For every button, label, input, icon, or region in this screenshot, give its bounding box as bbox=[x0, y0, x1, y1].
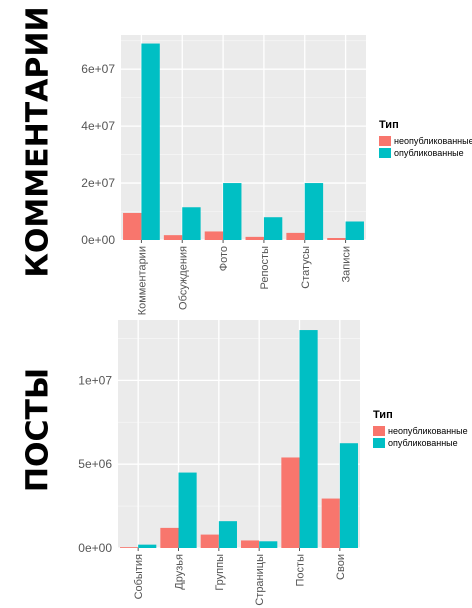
bar-published bbox=[223, 183, 242, 240]
plot-panel bbox=[118, 320, 360, 548]
legend-label: неопубликованные bbox=[394, 136, 472, 146]
x-tick-label: Статусы bbox=[300, 246, 312, 289]
x-tick-label: Записи bbox=[341, 246, 353, 283]
legend-key-unpublished bbox=[373, 426, 385, 436]
x-tick-label: Страницы bbox=[254, 554, 266, 606]
bar-published bbox=[339, 443, 358, 548]
bar-unpublished bbox=[286, 232, 305, 240]
bar-published bbox=[299, 330, 318, 548]
legend: Тип неопубликованные опубликованные bbox=[373, 409, 468, 448]
bar-published bbox=[263, 217, 283, 240]
bar-unpublished bbox=[123, 212, 142, 240]
bar-unpublished bbox=[160, 527, 179, 548]
bar-unpublished bbox=[120, 547, 139, 548]
legend-key-published bbox=[379, 148, 391, 158]
bar-published bbox=[304, 183, 324, 240]
legend-title: Тип bbox=[379, 119, 399, 131]
bar-unpublished bbox=[163, 235, 183, 240]
x-tick-label: Группы bbox=[214, 554, 226, 591]
bar-published bbox=[178, 472, 197, 548]
chart-2: 0e+00 5e+06 1e+07 События Друзья Группы Страни… bbox=[78, 320, 468, 606]
legend-label: опубликованные bbox=[394, 148, 464, 158]
x-tick-label: Фото bbox=[218, 246, 230, 271]
x-tick-label: Репосты bbox=[259, 246, 271, 290]
bar-unpublished bbox=[321, 498, 340, 548]
bar-unpublished bbox=[204, 231, 224, 240]
x-tick-label: События bbox=[133, 554, 145, 599]
x-tick-label: Посты bbox=[295, 554, 307, 587]
bar-unpublished bbox=[281, 457, 300, 548]
y-tick-label: 4e+07 bbox=[81, 119, 115, 133]
bar-published bbox=[259, 541, 278, 548]
y-tick-label: 1e+07 bbox=[78, 373, 112, 387]
legend-label: опубликованные bbox=[388, 438, 458, 448]
x-tick-label: Друзья bbox=[174, 554, 186, 590]
x-tick-label: Комментарии bbox=[136, 246, 148, 315]
legend-label: неопубликованные bbox=[388, 426, 468, 436]
y-tick-label: 5e+06 bbox=[78, 457, 112, 471]
bar-published bbox=[141, 43, 160, 240]
chart-1: 0e+00 2e+07 4e+07 6e+07 Комментарии Обсуждени… bbox=[81, 35, 472, 315]
y-tick-label: 0e+00 bbox=[78, 541, 112, 555]
x-tick-label: Обсуждения bbox=[177, 246, 189, 310]
bar-published bbox=[138, 544, 157, 548]
legend: Тип неопубликованные опубликованные bbox=[379, 119, 472, 158]
legend-key-published bbox=[373, 438, 385, 448]
bar-published bbox=[182, 207, 201, 240]
legend-title: Тип bbox=[373, 409, 393, 421]
bar-published bbox=[345, 221, 364, 240]
x-tick-label: Свои bbox=[335, 554, 347, 580]
bar-unpublished bbox=[327, 238, 346, 240]
bar-unpublished bbox=[200, 534, 219, 548]
bar-unpublished bbox=[241, 540, 260, 548]
y-tick-label: 0e+00 bbox=[81, 233, 115, 247]
legend-key-unpublished bbox=[379, 136, 391, 146]
y-tick-label: 2e+07 bbox=[81, 176, 115, 190]
y-tick-label: 6e+07 bbox=[81, 62, 115, 76]
bar-unpublished bbox=[245, 236, 264, 240]
bar-published bbox=[218, 521, 237, 548]
